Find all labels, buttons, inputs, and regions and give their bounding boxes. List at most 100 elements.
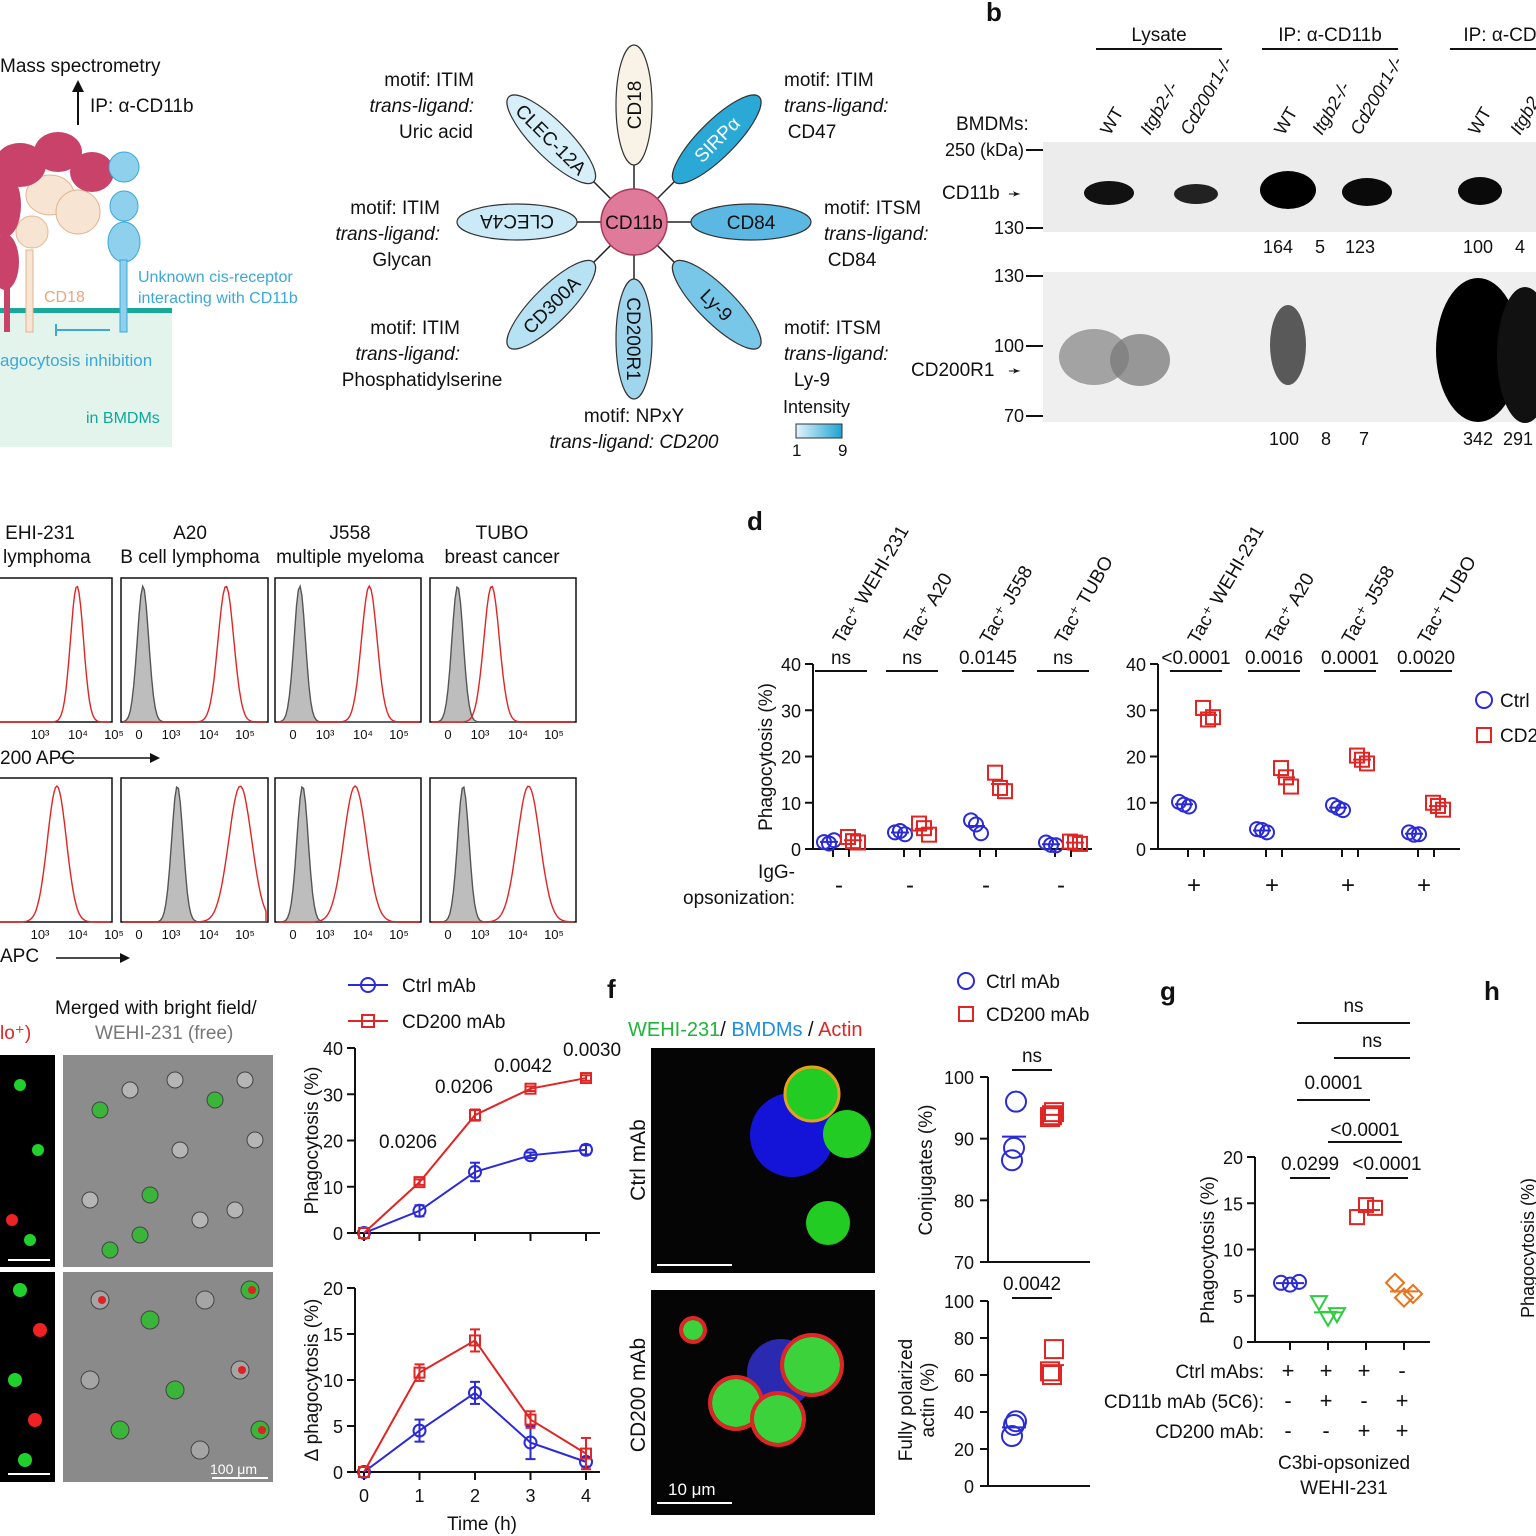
g-cd200-point (1367, 1199, 1383, 1216)
micrograph-cell (166, 1071, 184, 1089)
cd18-domain (55, 189, 101, 235)
intensity-label: Intensity (783, 397, 850, 417)
fluorescent-cell (14, 1079, 26, 1091)
e-cd200-point (580, 1447, 592, 1460)
micrograph-cell (121, 1081, 139, 1099)
g-combo-point (1393, 1287, 1415, 1309)
e-cd200-point (469, 1109, 481, 1122)
f-y-tick-label: 40 (954, 1403, 974, 1423)
blot-quant-top: 100 (1463, 237, 1493, 257)
e-cd200-point (524, 1082, 537, 1095)
g-pvalue: ns (1362, 1031, 1382, 1052)
cd18-label: CD18 (44, 289, 85, 306)
micrograph-cell (226, 1201, 244, 1219)
receptor-shape (671, 94, 762, 185)
blot-markers: 250 (kDa) 130 130 100 70 (945, 140, 1043, 426)
d-igg-label: opsonization: (683, 888, 795, 909)
trans-ligand-label: trans-ligand: (355, 344, 460, 365)
band (1084, 181, 1134, 205)
panel-b: b Lysate IP: α-CD11b IP: α-CD BMDMs: WT Itg… (911, 0, 1536, 449)
blot-lane-label: WT (1270, 104, 1301, 138)
band (1342, 178, 1392, 206)
g-row-label: CD200 mAb: (1155, 1422, 1264, 1443)
cell-line-name: TUBO (476, 523, 529, 544)
isotype-histogram (276, 584, 419, 723)
e-x-tick-label: 0 (359, 1486, 369, 1506)
intensity-gradient (795, 423, 843, 439)
receptor-diagram: CD18 SIRPα CD84 Ly-9 CD200R1 CD300A CLEC4A CLEC… (335, 44, 929, 453)
blot-quant-bottom: 7 (1359, 429, 1369, 449)
e-cd200-point (469, 1334, 481, 1347)
d-group-label: Tac⁺ TUBO (1414, 553, 1481, 648)
f-legend-ctrl-marker (957, 972, 975, 990)
stain-histogram (432, 585, 574, 723)
g-row-sign: - (1284, 1388, 1291, 1413)
e-ylabel: Phagocytosis (%) (302, 1067, 323, 1215)
f-legend-cd200-marker (958, 1006, 974, 1022)
cd11b-hub (600, 188, 668, 256)
g-pvalue: <0.0001 (1330, 1120, 1399, 1141)
f-y-tick-label: 90 (954, 1130, 974, 1150)
ip-arrow-head (72, 80, 84, 92)
f-ctrl-point (1003, 1413, 1025, 1436)
trans-ligand-value: CD84 (828, 250, 877, 271)
micrograph-cell (246, 1131, 264, 1149)
fluorescent-cell (8, 1373, 22, 1387)
f-ylabel-bottom: Fully polarized (896, 1339, 917, 1462)
wehi-cell (683, 1320, 703, 1340)
g-row-sign: + (1396, 1418, 1409, 1443)
d-cd200-point (840, 828, 856, 845)
histogram-tick: 10³ (162, 727, 181, 742)
g-cd200-point (1358, 1197, 1374, 1214)
h-ylabel: Phagocytosis (%) (1518, 1178, 1536, 1318)
confocal-cells (679, 1065, 871, 1447)
f-y-tick-label: 80 (954, 1191, 974, 1211)
d-cd200-point (1359, 755, 1375, 772)
motif-label: motif: ITIM (350, 198, 440, 219)
chart-f: Ctrl mAb CD200 mAb 70 80 90 100 ns 0 20 40 60 80 100… (896, 972, 1090, 1497)
isotype-histogram (432, 585, 574, 723)
d-cd200-point (992, 779, 1008, 796)
g-row-sign: - (1360, 1388, 1367, 1413)
histogram-tick: 10⁴ (68, 927, 88, 942)
cell-line-type: breast cancer (444, 547, 560, 568)
cd11b-arrow: ➛ (1008, 186, 1021, 203)
d-legend-ctrl: Ctrl (1500, 691, 1530, 712)
g-pvalue: 0.0001 (1304, 1073, 1362, 1094)
micrograph-cell (206, 1091, 224, 1109)
blot-quant-bottom: 100 (1269, 429, 1299, 449)
e-cd200-point (524, 1413, 537, 1426)
histogram-tick: 10³ (162, 927, 181, 942)
cd11b-domain (70, 152, 114, 192)
f-title-bmdms: BMDMs (731, 1019, 802, 1041)
micrograph-cell (110, 1420, 130, 1440)
g-row-sign: + (1320, 1388, 1333, 1413)
band (1059, 329, 1129, 385)
scale-label: 100 μm (210, 1461, 257, 1477)
panel-label-b: b (986, 0, 1002, 27)
d-ylabel: Phagocytosis (%) (756, 683, 777, 831)
g-y-tick-label: 5 (1233, 1287, 1243, 1307)
d-pvalue: 0.0020 (1397, 648, 1455, 669)
micrograph-cell (80, 1370, 100, 1390)
cd11b-domain (34, 132, 82, 172)
d-group-label: Tac⁺ J558 (1338, 562, 1399, 647)
histogram-tick: 10⁴ (353, 927, 373, 942)
e-legend-cd200: CD200 mAb (402, 1012, 506, 1033)
stain-histogram (277, 584, 419, 723)
blot-marker: 130 (994, 266, 1024, 286)
micrograph-cell (165, 1380, 185, 1400)
unknown-receptor-domain (108, 151, 140, 183)
stain-histogram (0, 585, 110, 723)
histogram-tick: 10⁴ (508, 927, 528, 942)
receptor-shape (690, 203, 812, 241)
e-series-line (363, 1339, 587, 1473)
e-legend-ctrl-marker (360, 977, 376, 993)
histogram-tick: 0 (135, 727, 142, 742)
blot-marker: 250 (kDa) (945, 140, 1024, 160)
f-ctrl-point (1001, 1425, 1023, 1448)
d-group-label: Tac⁺ A20 (900, 570, 957, 648)
f-y-tick-label: 70 (954, 1253, 974, 1273)
e-pvalue: 0.0206 (435, 1077, 493, 1098)
